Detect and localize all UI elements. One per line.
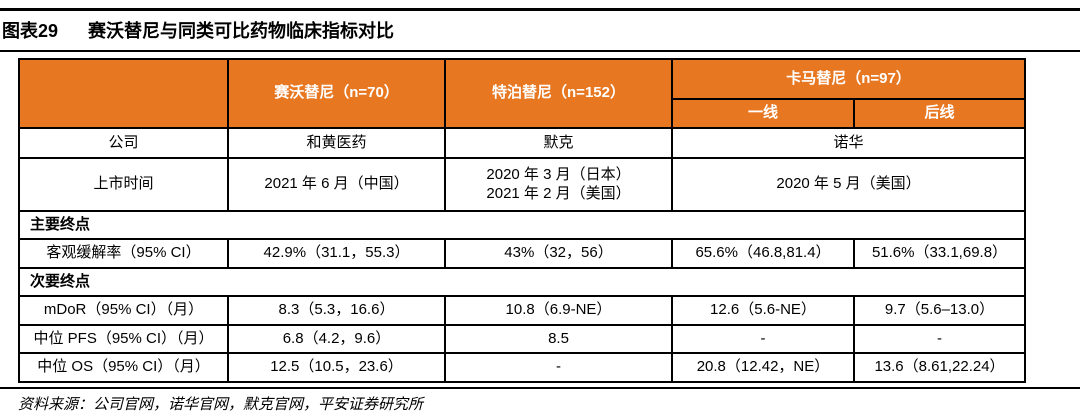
source-note: 资料来源：公司官网，诺华官网，默克官网，平安证券研究所 bbox=[0, 387, 1080, 418]
row-primary-endpoint-section: 主要终点 bbox=[17, 210, 1027, 240]
row-pfs: 中位 PFS（95% CI）（月） 6.8（4.2，9.6） 8.5 - - bbox=[18, 324, 1027, 354]
label-mdor: mDoR（95% CI）（月） bbox=[18, 295, 229, 326]
drug-comparison-table: 赛沃替尼（n=70） 特泊替尼（n=152） 卡马替尼（n=97） 一线 后线 … bbox=[17, 58, 1027, 383]
figure-label: 图表29 bbox=[2, 21, 59, 41]
header-capmatinib-later-line: 后线 bbox=[852, 98, 1027, 129]
cell-mdor-tepotinib: 10.8（6.9-NE） bbox=[444, 295, 673, 326]
row-mdor: mDoR（95% CI）（月） 8.3（5.3，16.6） 10.8（6.9-N… bbox=[18, 295, 1027, 326]
label-os: 中位 OS（95% CI）（月） bbox=[18, 352, 229, 383]
source-note-text: 资料来源：公司官网，诺华官网，默克官网，平安证券研究所 bbox=[18, 397, 424, 413]
cell-pfs-capmatinib-later: - bbox=[852, 324, 1027, 354]
header-corner-cell bbox=[18, 58, 229, 129]
cell-os-tepotinib: - bbox=[444, 352, 673, 383]
figure-title-bar: 图表29 赛沃替尼与同类可比药物临床指标对比 bbox=[0, 8, 1080, 52]
cell-mdor-capmatinib-first: 12.6（5.6-NE） bbox=[671, 295, 855, 326]
row-launch-date: 上市时间 2021 年 6 月（中国） 2020 年 3 月（日本） 2021 … bbox=[18, 157, 1027, 212]
secondary-endpoint-section-label: 次要终点 bbox=[17, 267, 1027, 297]
cell-pfs-savolitinib: 6.8（4.2，9.6） bbox=[227, 324, 446, 354]
label-launch-date: 上市时间 bbox=[18, 157, 229, 212]
cell-company-capmatinib: 诺华 bbox=[670, 127, 1027, 159]
label-pfs: 中位 PFS（95% CI）（月） bbox=[18, 324, 229, 354]
cell-company-tepotinib: 默克 bbox=[444, 127, 673, 159]
header-savolitinib: 赛沃替尼（n=70） bbox=[227, 58, 446, 129]
cell-pfs-tepotinib: 8.5 bbox=[444, 324, 673, 354]
header-row-2: 一线 后线 bbox=[19, 98, 1027, 129]
row-company: 公司 和黄医药 默克 诺华 bbox=[18, 127, 1027, 159]
cell-launch-capmatinib: 2020 年 5 月（美国） bbox=[670, 157, 1027, 212]
cell-os-savolitinib: 12.5（10.5，23.6） bbox=[227, 352, 446, 383]
launch-tepotinib-line2: 2021 年 2 月（美国） bbox=[486, 184, 631, 202]
cell-pfs-capmatinib-first: - bbox=[671, 324, 855, 354]
cell-os-capmatinib-first: 20.8（12.42，NE） bbox=[671, 352, 855, 383]
cell-orr-tepotinib: 43%（32，56） bbox=[444, 238, 673, 269]
header-capmatinib-first-line: 一线 bbox=[671, 98, 855, 129]
cell-orr-capmatinib-later: 51.6%（33.1,69.8） bbox=[852, 238, 1027, 269]
header-capmatinib: 卡马替尼（n=97） bbox=[670, 58, 1027, 100]
primary-endpoint-section-label: 主要终点 bbox=[17, 210, 1027, 240]
cell-company-savolitinib: 和黄医药 bbox=[227, 127, 446, 159]
header-tepotinib: 特泊替尼（n=152） bbox=[444, 58, 673, 129]
label-orr: 客观缓解率（95% CI） bbox=[18, 238, 229, 269]
cell-os-capmatinib-later: 13.6（8.61,22.24） bbox=[852, 352, 1027, 383]
cell-launch-savolitinib: 2021 年 6 月（中国） bbox=[227, 157, 446, 212]
cell-orr-savolitinib: 42.9%（31.1，55.3） bbox=[227, 238, 446, 269]
row-secondary-endpoint-section: 次要终点 bbox=[17, 267, 1027, 297]
cell-mdor-capmatinib-later: 9.7（5.6–13.0） bbox=[852, 295, 1027, 326]
row-os: 中位 OS（95% CI）（月） 12.5（10.5，23.6） - 20.8（… bbox=[18, 352, 1027, 383]
cell-mdor-savolitinib: 8.3（5.3，16.6） bbox=[227, 295, 446, 326]
figure-title: 赛沃替尼与同类可比药物临床指标对比 bbox=[88, 21, 395, 41]
launch-tepotinib-line1: 2020 年 3 月（日本） bbox=[486, 165, 631, 183]
row-orr: 客观缓解率（95% CI） 42.9%（31.1，55.3） 43%（32，56… bbox=[18, 238, 1027, 269]
header-row-1: 赛沃替尼（n=70） 特泊替尼（n=152） 卡马替尼（n=97） bbox=[18, 58, 1027, 129]
cell-orr-capmatinib-first: 65.6%（46.8,81.4） bbox=[671, 238, 855, 269]
cell-launch-tepotinib: 2020 年 3 月（日本） 2021 年 2 月（美国） bbox=[444, 157, 673, 212]
label-company: 公司 bbox=[18, 127, 229, 159]
